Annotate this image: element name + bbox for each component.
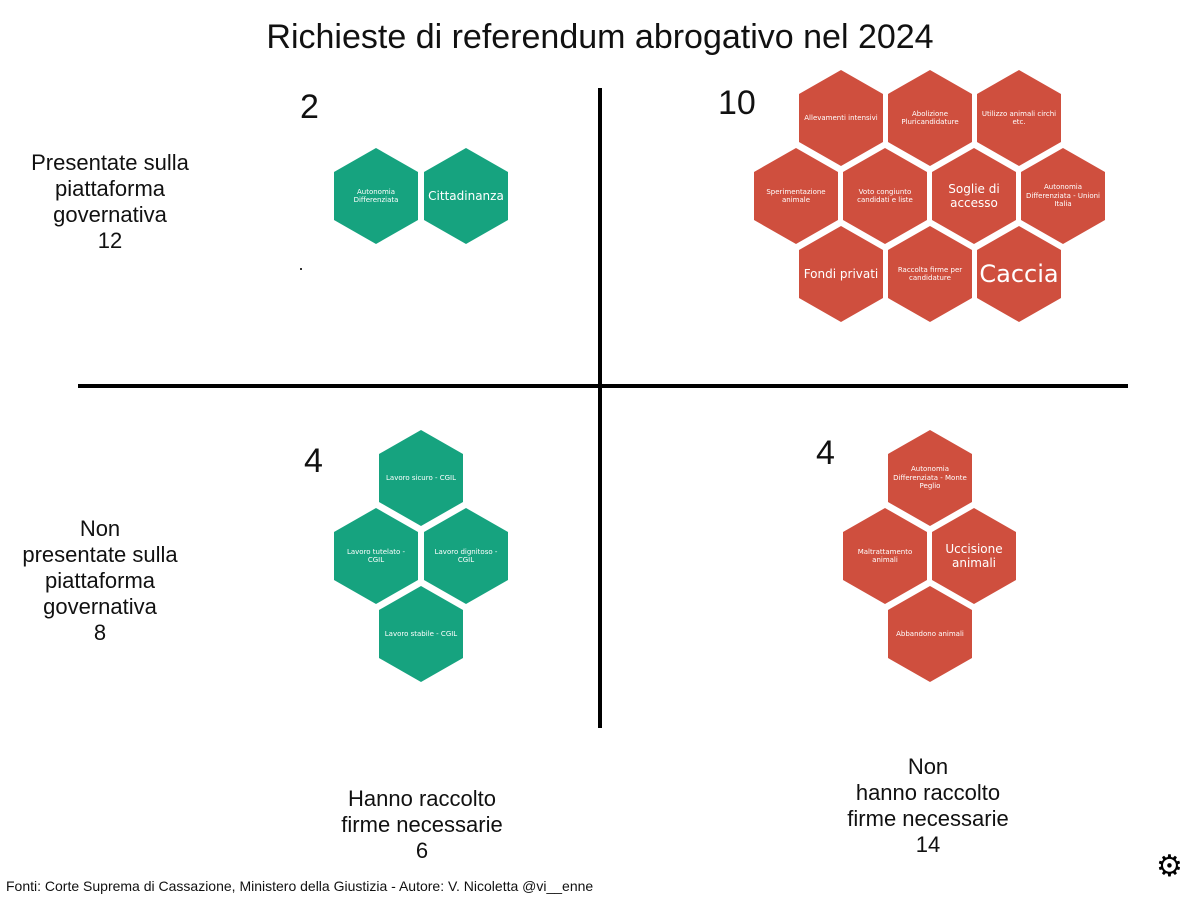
count-top-right: 10 xyxy=(718,84,756,122)
hex-utilizzo-animali-circhi: Utilizzo animali circhi etc. xyxy=(977,70,1061,166)
column-label-raccolto: Hanno raccolto firme necessarie 6 xyxy=(341,786,503,863)
count-top-left: 2 xyxy=(300,88,319,126)
horizontal-axis xyxy=(78,384,1128,388)
hex-caccia: Caccia xyxy=(977,226,1061,322)
hex-soglie-di-accesso: Soglie di accesso xyxy=(932,148,1016,244)
hex-raccolta-firme: Raccolta firme per candidature xyxy=(888,226,972,322)
count-bottom-left: 4 xyxy=(304,442,323,480)
hex-abolizione-pluricandidature: Abolizione Pluricandidature xyxy=(888,70,972,166)
column-label-non-raccolto: Non hanno raccolto firme necessarie 14 xyxy=(847,754,1009,857)
count-bottom-right: 4 xyxy=(816,434,835,472)
hex-autonomia-unioni-italia: Autonomia Differenziata - Unioni Italia xyxy=(1021,148,1105,244)
chart-title: Richieste di referendum abrogativo nel 2… xyxy=(266,18,934,56)
hex-lavoro-tutelato: Lavoro tutelato - CGIL xyxy=(334,508,418,604)
row-label-non-presentate: Non presentate sulla piattaforma governa… xyxy=(22,516,178,645)
hex-autonomia-monte-peglio: Autonomia Differenziata - Monte Peglio xyxy=(888,430,972,526)
row-label-presentate: Presentate sulla piattaforma governativa… xyxy=(31,150,189,253)
hex-uccisione-animali: Uccisione animali xyxy=(932,508,1016,604)
hex-allevamenti-intensivi: Allevamenti intensivi xyxy=(799,70,883,166)
hex-maltrattamento-animali: Maltrattamento animali xyxy=(843,508,927,604)
stray-dot xyxy=(300,268,302,270)
hex-lavoro-dignitoso: Lavoro dignitoso - CGIL xyxy=(424,508,508,604)
vertical-axis xyxy=(598,88,602,728)
hex-voto-congiunto: Voto congiunto candidati e liste xyxy=(843,148,927,244)
source-footer: Fonti: Corte Suprema di Cassazione, Mini… xyxy=(6,878,594,894)
hex-sperimentazione-animale: Sperimentazione animale xyxy=(754,148,838,244)
hex-lavoro-stabile: Lavoro stabile - CGIL xyxy=(379,586,463,682)
hex-fondi-privati: Fondi privati xyxy=(799,226,883,322)
hex-autonomia-differenziata: Autonomia Differenziata xyxy=(334,148,418,244)
gear-icon[interactable]: ⚙ xyxy=(1156,850,1183,883)
hex-abbandono-animali: Abbandono animali xyxy=(888,586,972,682)
hex-cittadinanza: Cittadinanza xyxy=(424,148,508,244)
hex-lavoro-sicuro: Lavoro sicuro - CGIL xyxy=(379,430,463,526)
